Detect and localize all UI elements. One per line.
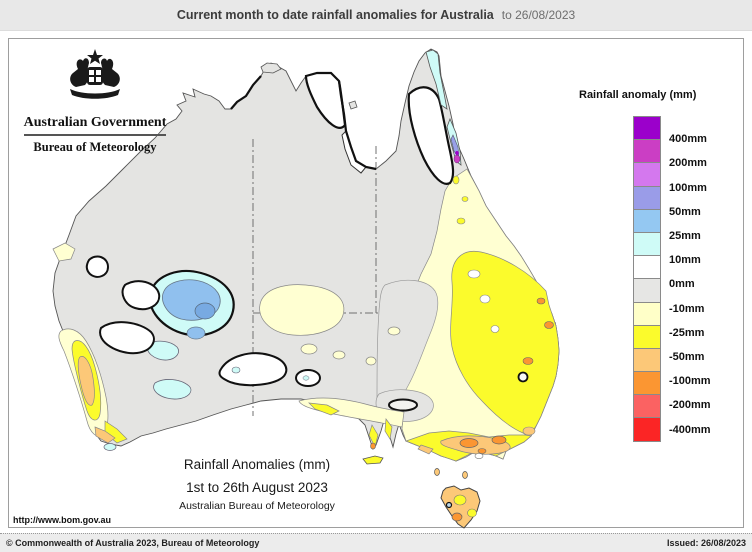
legend-swatch [633, 208, 661, 233]
bureau-logo: Australian Government Bureau of Meteorol… [15, 47, 175, 155]
header-bar: Current month to date rainfall anomalies… [0, 0, 752, 31]
rainfall-region-yellow-deficit [450, 250, 560, 438]
legend-label: -25mm [669, 326, 705, 339]
legend-label: 10mm [669, 254, 701, 267]
rainfall-region-victoria [404, 426, 536, 462]
legend-swatch [633, 301, 661, 326]
legend-label: 400mm [669, 133, 707, 146]
legend-swatch [633, 231, 661, 257]
legend-label: 200mm [669, 157, 707, 170]
legend-label: -200mm [669, 399, 711, 412]
footer-bar: © Commonwealth of Australia 2023, Bureau… [0, 533, 752, 552]
legend-swatches [633, 116, 661, 442]
caption-title: Rainfall Anomalies (mm) [183, 457, 331, 472]
issued-text: Issued: 26/08/2023 [666, 538, 746, 548]
tasmania [362, 455, 481, 529]
legend-swatch [633, 162, 661, 187]
legend-swatch [633, 278, 661, 303]
rainfall-region-southwest-deficit [52, 242, 128, 444]
map-panel: Australian Government Bureau of Meteorol… [8, 38, 744, 529]
coat-of-arms-icon [70, 49, 120, 99]
legend-swatch [633, 116, 661, 141]
bom-url-text: http://www.bom.gov.au [13, 515, 111, 525]
map-caption: Rainfall Anomalies (mm) 1st to 26th Augu… [127, 457, 387, 512]
copyright-text: © Commonwealth of Australia 2023, Bureau… [6, 538, 260, 548]
caption-agency: Australian Bureau of Meteorology [179, 500, 335, 512]
legend-swatch [633, 347, 661, 373]
bureau-label: Bureau of Meteorology [33, 140, 157, 154]
legend-swatch [633, 139, 661, 164]
australia-rainfall-map [52, 48, 560, 529]
legend-swatch [633, 255, 661, 280]
page-title: Current month to date rainfall anomalies… [176, 8, 494, 22]
legend-label: -400mm [669, 423, 711, 436]
legend-label: 25mm [669, 230, 701, 242]
legend-label: 50mm [669, 205, 701, 218]
rainfall-region-north [230, 49, 462, 185]
header-date: to 26/08/2023 [501, 8, 576, 22]
legend-swatch [633, 324, 661, 349]
legend-title: Rainfall anomaly (mm) [579, 89, 697, 101]
legend-label: 100mm [669, 181, 707, 194]
legend-swatch [633, 371, 661, 396]
government-label: Australian Government [23, 115, 167, 136]
legend-swatch [633, 394, 661, 419]
legend-swatch [633, 417, 661, 442]
legend-label: 0mm [669, 278, 695, 291]
legend-labels: 400mm 200mm 100mm 50mm 25mm 10mm 0mm -10mm -25mm… [669, 116, 739, 456]
rainfall-region-wa-surplus [85, 255, 321, 451]
legend-label: -10mm [669, 302, 705, 315]
legend-label: -100mm [669, 375, 711, 388]
legend-swatch [633, 185, 661, 210]
legend-label: -50mm [669, 351, 705, 363]
caption-period: 1st to 26th August 2023 [186, 480, 328, 495]
